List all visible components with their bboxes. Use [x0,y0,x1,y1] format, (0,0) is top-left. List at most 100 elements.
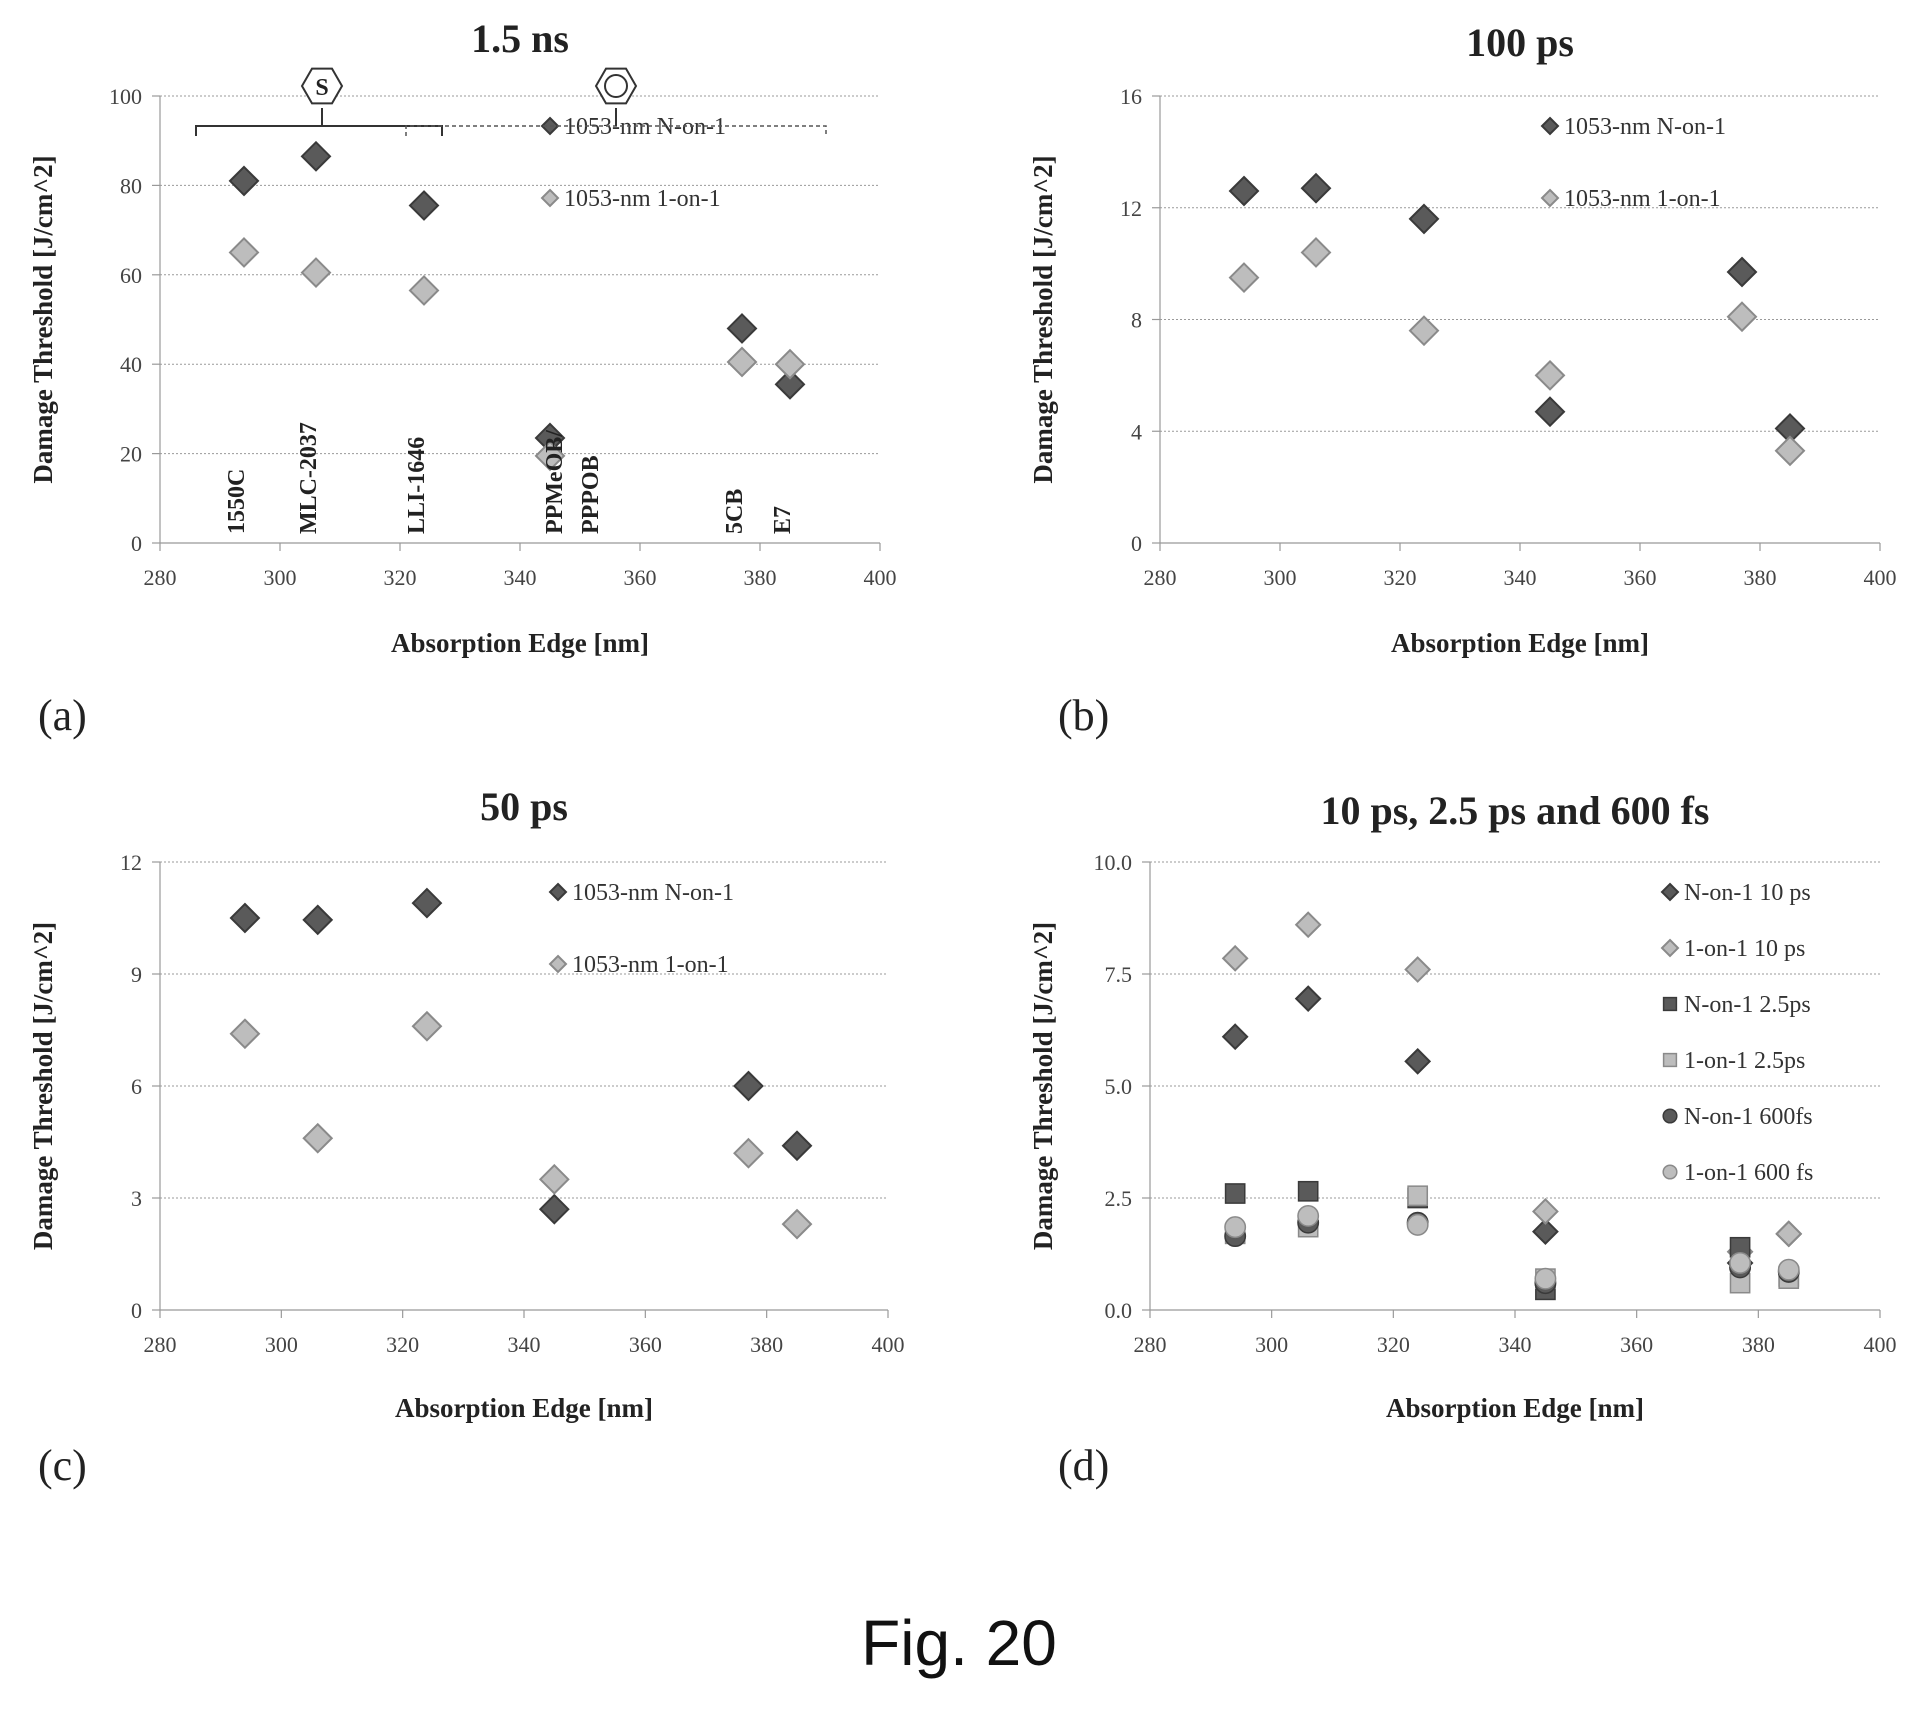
data-point [1224,1183,1246,1204]
x-axis-label: Absorption Edge [nm] [1386,1393,1644,1423]
data-point [229,1018,261,1050]
y-tick-label: 12 [120,850,142,875]
data-point [1729,1252,1752,1274]
data-point [1224,1216,1247,1239]
legend-marker [1662,1164,1678,1180]
chart-title: 10 ps, 2.5 ps and 600 fs [1320,788,1709,833]
x-tick-label: 380 [750,1332,783,1357]
data-point [411,1010,443,1042]
y-tick-label: 3 [131,1186,142,1211]
data-point [1406,1213,1429,1236]
legend-entry: N-on-1 10 ps [1684,880,1811,906]
data-point [411,887,443,919]
data-point [408,190,440,221]
data-point [1300,237,1332,268]
legend-entry: 1053-nm N-on-1 [1564,114,1726,140]
legend-marker [1662,996,1678,1012]
x-tick-label: 320 [384,565,417,590]
data-point [1408,203,1440,235]
data-point [1407,1185,1429,1207]
sample-label: MLC-2037 [296,422,322,534]
y-tick-label: 0 [131,1298,142,1323]
benzene-structure-icon [594,67,638,105]
x-tick-label: 280 [144,1332,177,1357]
sample-label: E7 [770,506,796,534]
y-axis-label: Damage Threshold [J/cm^2] [28,922,58,1250]
x-tick-label: 380 [1744,565,1777,590]
legend-entry: 1-on-1 10 ps [1684,936,1805,962]
x-axis-label: Absorption Edge [nm] [1391,628,1649,658]
y-tick-label: 20 [120,442,142,467]
y-tick-label: 0.0 [1105,1298,1133,1323]
data-point [1221,1023,1249,1051]
x-tick-label: 280 [1144,565,1177,590]
y-tick-label: 8 [1131,308,1142,333]
data-point [1228,175,1260,207]
y-tick-label: 100 [109,84,142,109]
data-point [1297,1204,1320,1227]
data-point [228,165,260,197]
sample-label: PPPOB [578,455,604,534]
y-tick-label: 16 [1120,84,1142,109]
data-point [774,348,806,380]
y-tick-label: 0 [131,531,142,556]
chart-panel-3: 0 3 6 9 12 280 300 320 340 360 380 400 50 ps Absorpti… [28,784,905,1490]
bracket-sulfur-group [195,125,443,136]
data-point [1534,1267,1557,1290]
x-tick-label: 320 [386,1332,419,1357]
sample-label: LLI-1646 [404,437,430,534]
data-point [1294,985,1322,1013]
y-tick-label: 5.0 [1105,1074,1133,1099]
chart-title: 100 ps [1466,20,1574,65]
x-tick-label: 400 [872,1332,905,1357]
data-point [302,904,334,936]
x-tick-label: 300 [1264,565,1297,590]
legend-entry: N-on-1 2.5ps [1684,992,1811,1018]
chart-title: 50 ps [480,784,568,829]
data-point [1534,396,1566,428]
x-tick-label: 280 [144,565,177,590]
data-point [774,368,806,400]
legend-entry: 1053-nm N-on-1 [564,114,726,140]
x-tick-label: 400 [1864,1332,1897,1357]
y-tick-label: 9 [131,962,142,987]
data-point [1775,1220,1803,1248]
chart-panel-2: 0 4 8 12 16 280 300 320 340 360 380 400 100 ps Absorp… [1028,20,1897,740]
data-point [1726,256,1758,288]
legend-entry: N-on-1 600fs [1684,1104,1813,1130]
data-point [1300,172,1332,204]
legend-entry: 1-on-1 2.5ps [1684,1048,1805,1074]
y-tick-label: 4 [1131,419,1142,444]
panel-letter: (c) [38,1441,87,1490]
x-tick-label: 340 [508,1332,541,1357]
data-point [228,237,260,268]
benzene-ring-icon [604,74,628,98]
data-point [408,275,440,306]
data-point [781,1208,813,1240]
data-point [733,1070,764,1102]
x-tick-label: 340 [1499,1332,1532,1357]
x-tick-label: 360 [624,565,657,590]
y-tick-label: 40 [120,352,142,377]
data-point [538,1163,570,1195]
legend-marker [548,954,568,974]
data-point [302,1122,334,1154]
x-tick-label: 340 [1504,565,1537,590]
x-tick-label: 280 [1134,1332,1167,1357]
data-point [1404,1047,1432,1075]
legend-marker [1662,1052,1678,1068]
thiophene-structure-icon [300,67,344,105]
y-tick-label: 10.0 [1094,850,1133,875]
y-tick-label: 12 [1120,196,1142,221]
y-axis-label: Damage Threshold [J/cm^2] [1028,922,1058,1250]
y-tick-label: 80 [120,173,142,198]
structure-label-s: S [315,75,328,101]
y-tick-label: 0 [1131,531,1142,556]
legend-marker [1540,116,1560,136]
x-tick-label: 360 [629,1332,662,1357]
x-tick-label: 300 [1255,1332,1288,1357]
y-tick-label: 60 [120,263,142,288]
panel-letter: (a) [38,691,87,740]
y-tick-label: 2.5 [1105,1186,1133,1211]
